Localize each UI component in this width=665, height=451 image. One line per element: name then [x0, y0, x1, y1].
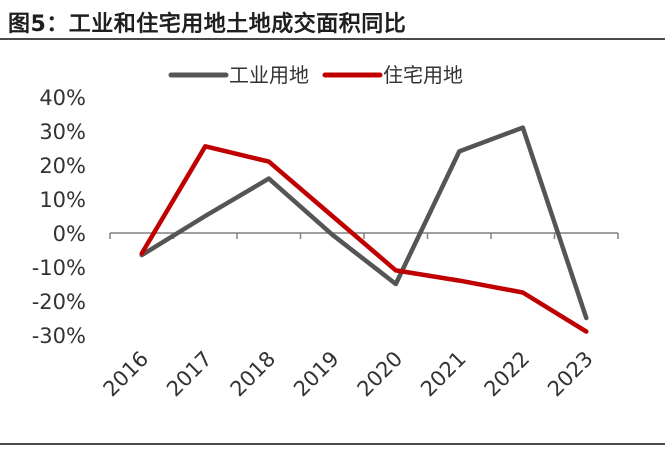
- x-tick-label: 2021: [416, 347, 471, 402]
- series-line-1: [139, 125, 589, 321]
- data-point: [584, 316, 588, 320]
- x-tick-label: 2023: [543, 347, 598, 402]
- legend-label: 住宅用地: [383, 63, 463, 87]
- y-tick-label: -10%: [32, 256, 86, 280]
- x-tick-label: 2020: [353, 347, 408, 402]
- x-tick-label: 2019: [289, 347, 344, 402]
- y-tick-label: 10%: [39, 188, 86, 212]
- data-point: [203, 214, 207, 218]
- x-tick-label: 2017: [162, 347, 217, 402]
- data-point: [267, 177, 271, 181]
- chart-legend: 工业用地 住宅用地: [168, 63, 463, 87]
- data-point: [140, 251, 144, 255]
- title-divider: [0, 38, 665, 40]
- data-point: [394, 282, 398, 286]
- data-point: [330, 214, 334, 218]
- data-point: [521, 291, 525, 294]
- legend-label: 工业用地: [229, 63, 309, 87]
- data-point: [457, 149, 461, 153]
- chart-axes: [109, 232, 619, 239]
- data-point: [584, 330, 588, 334]
- y-tick-label: 30%: [39, 120, 86, 144]
- data-point: [330, 233, 334, 237]
- chart-series: [139, 125, 589, 334]
- data-point: [457, 279, 461, 283]
- data-point: [521, 126, 525, 130]
- y-tick-label: -30%: [32, 324, 86, 348]
- series-line-2: [139, 144, 589, 334]
- data-point: [203, 144, 207, 148]
- bottom-divider: [0, 443, 665, 445]
- figure-title: 图5：工业和住宅用地土地成交面积同比: [8, 12, 407, 37]
- data-point: [267, 160, 271, 164]
- x-axis-ticks: 2016 2017 2018 2019 2020 2021 2022 2023: [99, 347, 598, 402]
- x-tick-label: 2016: [99, 347, 154, 402]
- y-tick-label: 20%: [39, 154, 86, 178]
- x-tick-label: 2018: [226, 347, 281, 402]
- y-axis-ticks: -30% -20% -10% 0% 10% 20% 30% 40%: [32, 86, 86, 348]
- data-point: [394, 268, 398, 272]
- y-tick-label: -20%: [32, 290, 86, 314]
- x-tick-label: 2022: [480, 347, 535, 402]
- y-tick-label: 40%: [39, 86, 86, 110]
- y-tick-label: 0%: [53, 222, 86, 246]
